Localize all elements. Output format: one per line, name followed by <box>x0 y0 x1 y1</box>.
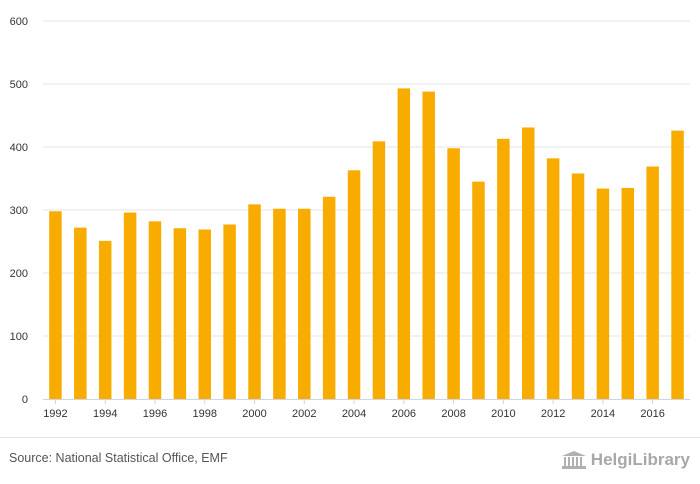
logo-text: HelgiLibrary <box>590 450 690 469</box>
x-tick-label: 2002 <box>292 408 316 420</box>
x-tick-label: 1996 <box>143 408 167 420</box>
x-tick-label: 2012 <box>541 408 565 420</box>
x-tick-label: 1998 <box>193 408 217 420</box>
bar-2000 <box>248 204 261 399</box>
x-tick-label: 2014 <box>591 408 615 420</box>
bar-1994 <box>98 240 112 399</box>
bar-1997 <box>173 228 187 399</box>
bar-2012 <box>546 158 560 399</box>
bar-2003 <box>322 196 336 399</box>
x-tick-label: 2010 <box>491 408 515 420</box>
bar-2008 <box>447 148 460 399</box>
x-tick-label: 2016 <box>640 408 664 420</box>
x-tick-label: 2008 <box>441 408 465 420</box>
x-tick-label: 2006 <box>392 408 416 420</box>
y-tick-label: 500 <box>10 79 28 91</box>
bar-2010 <box>497 138 510 399</box>
bars <box>49 88 684 399</box>
bar-2014 <box>596 188 610 399</box>
bar-1992 <box>49 211 62 399</box>
footer: Source: National Statistical Office, EMF… <box>0 437 700 484</box>
x-tick-label: 1992 <box>43 408 67 420</box>
bar-1996 <box>148 221 162 399</box>
bar-2015 <box>621 187 635 399</box>
bar-1993 <box>74 227 87 399</box>
bar-2002 <box>298 208 311 399</box>
bar-2004 <box>347 170 361 399</box>
bar-2007 <box>422 91 435 399</box>
y-tick-label: 600 <box>10 16 28 28</box>
y-tick-label: 100 <box>10 331 28 343</box>
x-tick-label: 2004 <box>342 408 366 420</box>
bar-2016 <box>646 166 659 399</box>
y-axis: 0 100 200 300 400 500 600 <box>10 16 28 406</box>
bar-2017 <box>671 130 684 399</box>
bar-1999 <box>223 224 236 399</box>
y-tick-label: 200 <box>10 268 28 280</box>
bar-2011 <box>522 127 535 399</box>
bar-2009 <box>472 181 485 399</box>
bar-2006 <box>397 88 411 399</box>
grid-lines <box>43 20 690 337</box>
bar-2001 <box>273 208 286 399</box>
bar-1998 <box>198 229 211 399</box>
bar-1995 <box>123 212 137 399</box>
bar-2013 <box>571 173 585 399</box>
y-tick-label: 0 <box>22 394 28 406</box>
x-tick-label: 2000 <box>242 408 266 420</box>
x-axis: 1992 1994 1996 1998 2000 2002 2004 2006 2008 2010… <box>43 399 665 420</box>
y-tick-label: 300 <box>10 205 28 217</box>
helgilibrary-logo: HelgiLibrary <box>561 450 690 470</box>
library-building-icon <box>561 451 586 469</box>
bar-chart: 0 100 200 300 400 500 600 1992 1994 1996 1998 2000… <box>10 16 690 420</box>
x-tick-label: 1994 <box>93 408 117 420</box>
y-tick-label: 400 <box>10 142 28 154</box>
source-note: Source: National Statistical Office, EMF <box>9 451 228 465</box>
bar-2005 <box>372 141 386 399</box>
